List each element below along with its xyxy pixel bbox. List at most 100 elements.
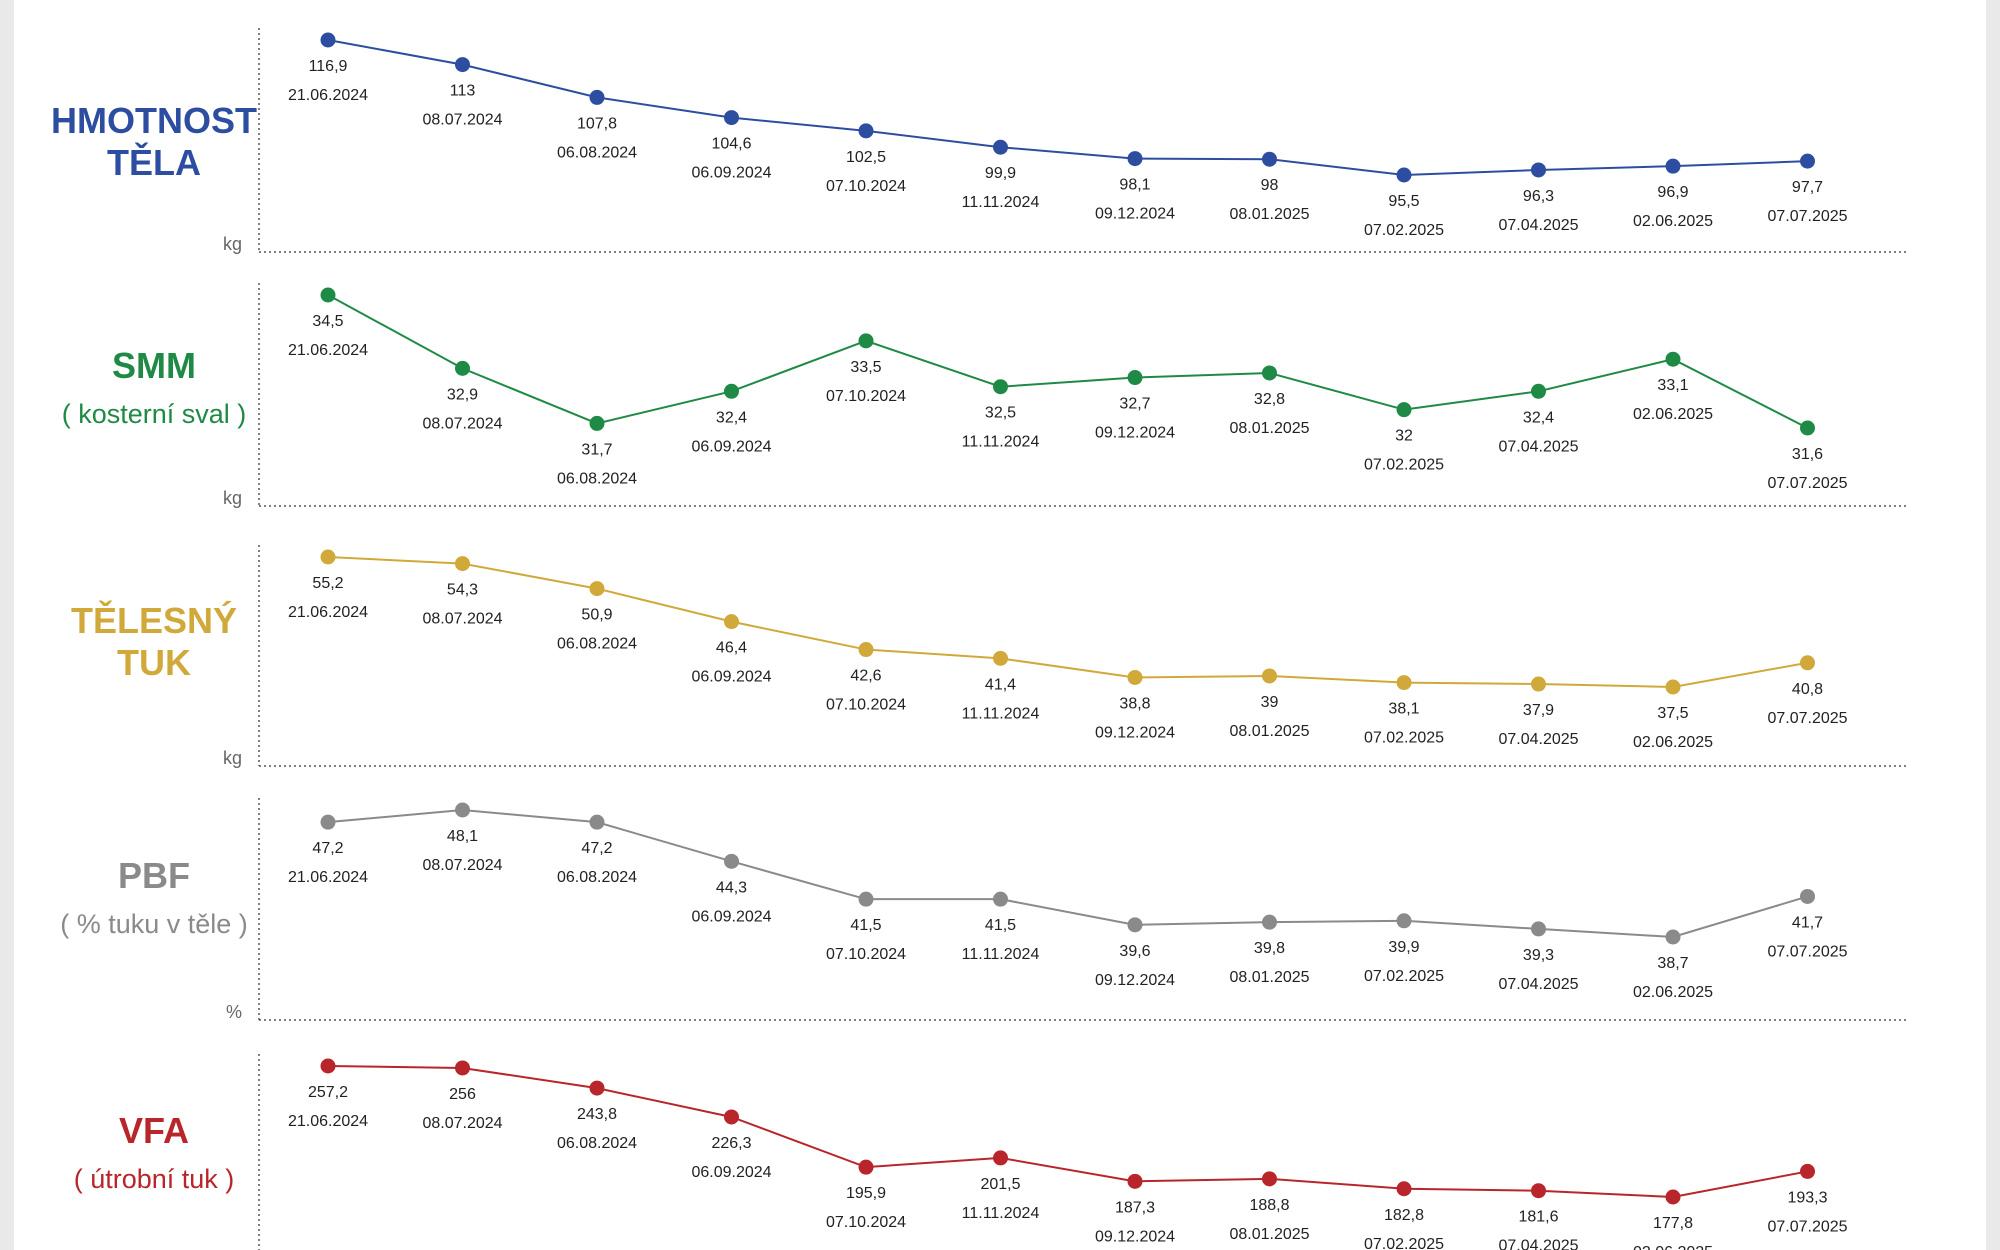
value-label: 188,8 [1249, 1197, 1289, 1214]
value-label: 41,5 [985, 917, 1016, 934]
data-point [1262, 151, 1277, 167]
data-point [1262, 365, 1277, 381]
data-point [1531, 1183, 1546, 1199]
date-label: 06.08.2024 [557, 636, 637, 653]
data-point [1127, 1173, 1143, 1189]
data-point [1396, 402, 1412, 418]
date-label: 07.02.2025 [1364, 730, 1444, 747]
value-label: 104,6 [711, 136, 751, 153]
value-label: 33,1 [1657, 377, 1688, 394]
data-point [1800, 655, 1815, 671]
value-label: 195,9 [846, 1185, 886, 1202]
date-label: 07.04.2025 [1498, 438, 1578, 455]
data-point [589, 814, 605, 830]
unit-label: kg [223, 748, 242, 768]
value-label: 41,4 [985, 676, 1016, 693]
data-point [1531, 383, 1546, 399]
series-line-2 [327, 294, 1808, 429]
data-point [455, 1060, 470, 1076]
data-point [858, 1159, 874, 1175]
value-label: 44,3 [716, 879, 747, 896]
value-label: 47,2 [312, 840, 343, 857]
value-label: 39,3 [1523, 947, 1554, 964]
value-label: 54,3 [447, 582, 478, 599]
data-point [455, 57, 470, 73]
data-point [1531, 921, 1546, 937]
value-label: 40,8 [1792, 681, 1823, 698]
value-label: 32,4 [1523, 409, 1554, 426]
date-label: 11.11.2024 [962, 705, 1040, 722]
data-point [1262, 1171, 1277, 1187]
data-point [858, 891, 874, 907]
series-line-4 [327, 808, 1808, 939]
value-label: 32 [1395, 428, 1413, 445]
value-label: 32,7 [1119, 396, 1150, 413]
value-label: 31,6 [1792, 446, 1823, 463]
data-point [1262, 668, 1277, 684]
data-point [993, 139, 1008, 155]
data-point [1262, 914, 1277, 930]
value-label: 98 [1261, 177, 1279, 194]
date-label: 07.02.2025 [1364, 222, 1444, 239]
data-point [1800, 888, 1815, 904]
value-label: 256 [449, 1086, 476, 1103]
date-label: 07.10.2024 [826, 178, 906, 195]
series-line-5 [327, 1065, 1808, 1199]
date-label: 07.07.2025 [1767, 943, 1847, 960]
data-point [724, 853, 739, 869]
data-point [1127, 151, 1143, 167]
metric-title: PBF [118, 855, 190, 896]
report-sheet: 116,9 21.06.2024 113 08.07.2024 107,8 06.08.2… [14, 0, 1986, 1250]
value-label: 226,3 [711, 1135, 751, 1152]
date-label: 02.06.2025 [1633, 734, 1713, 751]
data-point [858, 642, 874, 658]
metric-title: TĚLESNÝ TUK [70, 600, 238, 683]
date-label: 07.07.2025 [1767, 710, 1847, 727]
data-point [320, 32, 336, 48]
date-label: 08.07.2024 [422, 415, 502, 432]
data-point [320, 287, 336, 303]
metric-title: SMM [112, 345, 196, 386]
value-label: 97,7 [1792, 179, 1823, 196]
metric-subtitle: ( útrobní tuk ) [73, 1164, 235, 1194]
metric-subtitle: ( kosterní sval ) [61, 399, 247, 429]
panel-title-3: TĚLESNÝ TUK [44, 600, 264, 684]
value-label: 41,5 [850, 917, 881, 934]
metric-subtitle: ( % tuku v těle ) [60, 909, 248, 939]
data-point [1665, 158, 1681, 174]
date-label: 08.07.2024 [422, 611, 502, 628]
date-label: 06.08.2024 [557, 470, 637, 487]
data-point [1665, 351, 1681, 367]
metric-title: HMOTNOST TĚLA [51, 100, 257, 183]
date-label: 09.12.2024 [1095, 1228, 1175, 1245]
unit-label: % [226, 1002, 242, 1022]
data-point [993, 891, 1008, 907]
series-line-1 [327, 39, 1808, 177]
data-point [1665, 679, 1681, 695]
chart-panel-4: 47,2 21.06.2024 48,1 08.07.2024 47,2 06.08.20… [226, 798, 1908, 1022]
unit-label: kg [223, 488, 242, 508]
date-label: 02.06.2025 [1633, 213, 1713, 230]
date-label: 07.04.2025 [1498, 1238, 1578, 1250]
data-point [320, 814, 336, 830]
value-label: 177,8 [1653, 1215, 1693, 1232]
date-label: 07.10.2024 [826, 697, 906, 714]
value-label: 55,2 [312, 575, 343, 592]
data-point [1665, 929, 1681, 945]
data-point [1127, 370, 1143, 386]
data-point [1127, 917, 1143, 933]
value-label: 96,9 [1657, 184, 1688, 201]
value-label: 193,3 [1787, 1189, 1827, 1206]
chart-panel-2: 34,5 21.06.2024 32,9 08.07.2024 31,7 06.08.20… [223, 283, 1908, 508]
date-label: 09.12.2024 [1095, 206, 1175, 223]
value-label: 32,4 [716, 409, 747, 426]
date-label: 06.09.2024 [691, 908, 771, 925]
data-point [1396, 675, 1412, 691]
data-point [1396, 167, 1412, 183]
value-label: 41,7 [1792, 914, 1823, 931]
date-label: 11.11.2024 [962, 434, 1040, 451]
panel-title-5: VFA ( útrobní tuk ) [44, 1110, 264, 1196]
data-point [993, 650, 1008, 666]
data-point [1531, 676, 1546, 692]
series-line-3 [327, 556, 1808, 689]
